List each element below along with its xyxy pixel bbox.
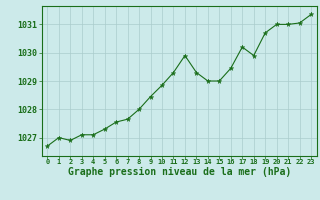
X-axis label: Graphe pression niveau de la mer (hPa): Graphe pression niveau de la mer (hPa) bbox=[68, 167, 291, 177]
